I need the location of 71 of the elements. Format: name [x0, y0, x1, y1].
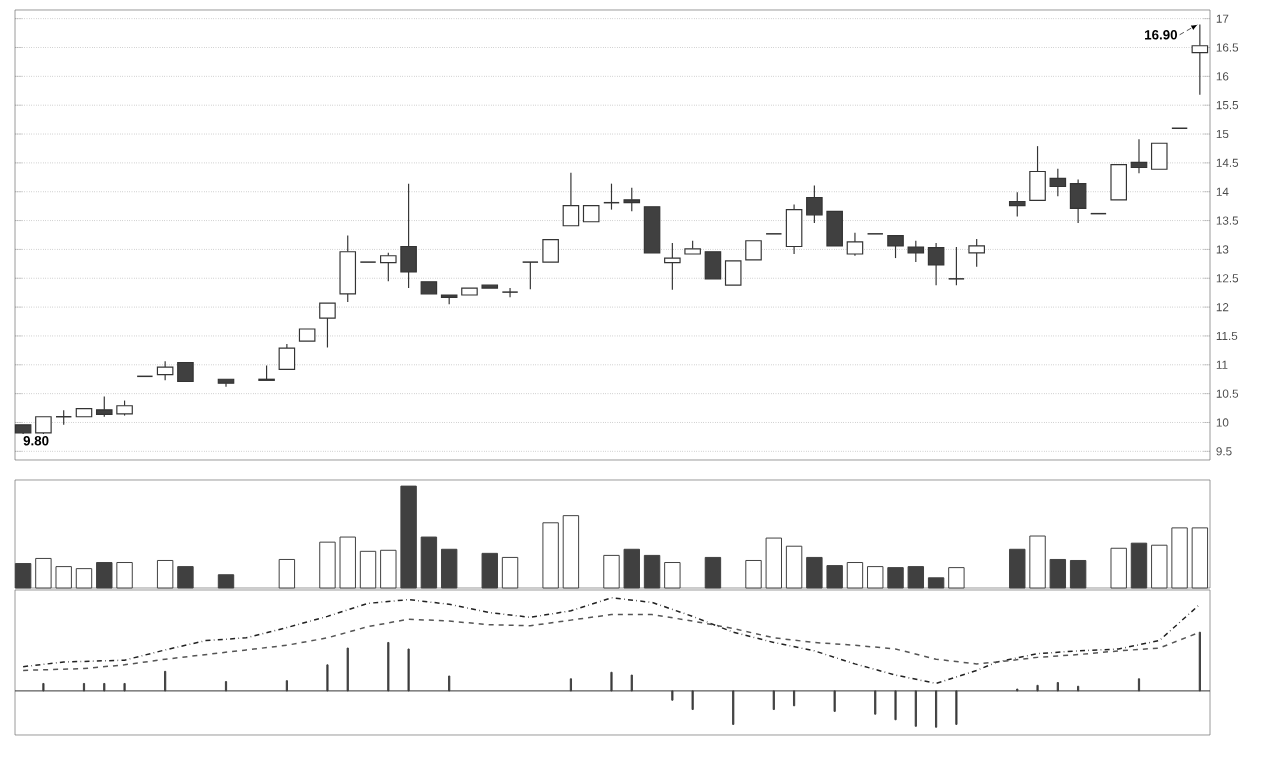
y-tick-label: 14.5: [1216, 158, 1239, 167]
y-tick-label: 14: [1216, 187, 1229, 196]
bar: [1151, 544, 1168, 589]
y-tick-label: 11: [1216, 360, 1228, 369]
bar: [14, 563, 32, 589]
bar: [603, 554, 620, 589]
bar: [887, 567, 904, 589]
bar: [927, 577, 945, 589]
bar: [765, 537, 783, 589]
y-tick-label: 11.5: [1216, 331, 1238, 341]
bar: [96, 562, 113, 589]
bar: [948, 567, 965, 589]
bar: [1171, 527, 1188, 589]
bar: [1049, 558, 1067, 589]
bar: [217, 574, 235, 589]
y-tick-label: 16: [1216, 72, 1229, 81]
y-tick-label: 12: [1216, 303, 1229, 312]
bar: [481, 552, 498, 589]
y-tick-label: 13: [1216, 245, 1229, 254]
y-tick-label: 15: [1216, 129, 1229, 139]
y-tick-label: 9.5: [1216, 447, 1232, 456]
bar: [400, 485, 417, 589]
bar: [1191, 527, 1209, 589]
bar: [116, 562, 133, 589]
bar: [1130, 542, 1148, 589]
bar: [1069, 559, 1087, 589]
bar: [806, 556, 823, 589]
candlestick: [156, 360, 174, 381]
bar: [542, 522, 559, 589]
bar: [278, 558, 296, 589]
bar: [420, 536, 438, 589]
bar: [643, 554, 661, 589]
bar: [1009, 548, 1026, 589]
bar: [907, 566, 925, 589]
candlestick: [785, 203, 803, 255]
candlestick: [1069, 179, 1087, 224]
bar: [75, 568, 93, 589]
bar: [1029, 535, 1046, 589]
bar: [501, 556, 519, 589]
bar: [704, 556, 722, 589]
bar: [846, 562, 864, 589]
y-tick-label: 17: [1216, 14, 1229, 23]
bar: [664, 562, 681, 589]
bar: [867, 566, 884, 589]
bar: [1110, 547, 1127, 589]
bar: [359, 550, 377, 589]
bar: [35, 557, 52, 589]
y-tick-label: 10: [1216, 418, 1229, 427]
bar: [339, 536, 356, 589]
bar: [785, 545, 803, 589]
bar: [319, 541, 336, 589]
bar: [380, 549, 397, 589]
bar: [55, 566, 72, 589]
bar: [440, 548, 458, 589]
bar: [745, 559, 762, 589]
y-tick-label: 10.5: [1216, 389, 1239, 398]
bar: [177, 566, 194, 589]
annotation: 16.90: [1145, 30, 1178, 40]
candlestick: [1130, 138, 1148, 174]
bar: [156, 559, 174, 589]
annotation: 9.80: [23, 436, 49, 446]
y-tick-label: 15.5: [1216, 101, 1239, 110]
candlestick: [927, 242, 945, 286]
candlestick: [846, 232, 864, 257]
y-tick-label: 16.5: [1216, 43, 1239, 52]
y-tick-label: 13.5: [1216, 216, 1239, 225]
bar: [826, 565, 843, 589]
bar: [562, 515, 580, 589]
y-tick-label: 12.5: [1216, 274, 1239, 283]
bar: [623, 548, 640, 589]
candlestick: [501, 287, 519, 298]
